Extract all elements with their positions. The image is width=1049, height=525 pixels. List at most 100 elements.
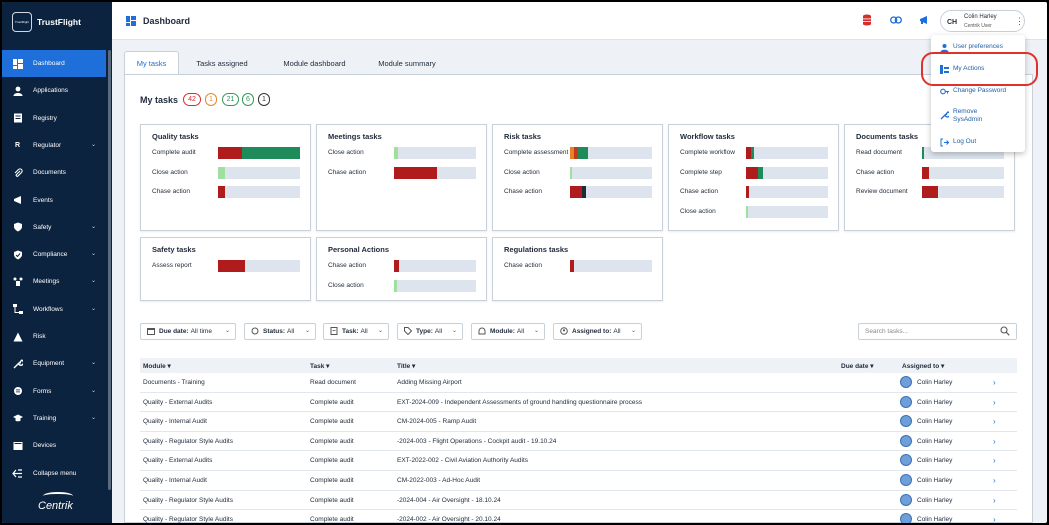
task-progress-bar[interactable] — [218, 147, 300, 159]
menu-item-my-actions[interactable]: My Actions — [931, 62, 1025, 76]
sidebar-item-documents[interactable]: Documents — [2, 159, 106, 186]
sidebar-item-workflows[interactable]: Workflows ⌄ — [2, 296, 106, 323]
column-header-task[interactable]: Task ▾ — [310, 363, 330, 370]
task-progress-bar[interactable] — [218, 186, 300, 198]
column-header-due-date[interactable]: Due date ▾ — [841, 363, 874, 370]
task-progress-bar[interactable] — [746, 166, 828, 179]
filter-task[interactable]: Task: All ⌄ — [323, 323, 389, 340]
task-row-chase-action[interactable]: Chase action — [328, 260, 478, 274]
task-progress-bar[interactable] — [570, 147, 652, 159]
task-row-close-action[interactable]: Close action — [504, 166, 654, 181]
table-row[interactable]: Quality - External Audits Complete audit E… — [140, 451, 1017, 471]
sidebar-item-meetings[interactable]: Meetings ⌄ — [2, 268, 106, 295]
task-progress-bar[interactable] — [746, 205, 828, 218]
filter-module[interactable]: Module: All ⌄ — [471, 323, 545, 340]
sidebar-item-registry[interactable]: Registry — [2, 105, 106, 132]
task-progress-bar[interactable] — [570, 166, 652, 179]
filter-assigned-to[interactable]: Assigned to: All ⌄ — [553, 323, 642, 340]
task-row-chase-action[interactable]: Chase action — [856, 166, 1006, 181]
task-row-chase-action[interactable]: Chase action — [328, 166, 478, 181]
announcements-button[interactable] — [915, 12, 932, 29]
task-progress-bar[interactable] — [570, 186, 652, 198]
table-row[interactable]: Quality - Internal Audit Complete audit CM… — [140, 412, 1017, 432]
sidebar-item-safety[interactable]: Safety ⌄ — [2, 214, 106, 241]
task-progress-bar[interactable] — [394, 279, 476, 292]
column-header-module[interactable]: Module ▾ — [143, 363, 171, 370]
sidebar-item-applications[interactable]: Applications — [2, 77, 106, 104]
task-row-chase-action[interactable]: Chase action — [504, 260, 654, 274]
sidebar-item-risk[interactable]: Risk — [2, 323, 106, 350]
search-icon[interactable] — [1000, 326, 1010, 338]
user-menu-button[interactable]: CH Colin Harley Centrik User ⋮ — [940, 10, 1025, 32]
task-row-close-action[interactable]: Close action — [680, 205, 830, 220]
table-row[interactable]: Quality - Regulator Style Audits Complete… — [140, 432, 1017, 452]
task-row-close-action[interactable]: Close action — [152, 166, 302, 181]
task-row-chase-action[interactable]: Chase action — [680, 186, 830, 200]
task-count-badge[interactable]: 42 — [183, 93, 201, 106]
task-count-badge[interactable]: 1 — [258, 93, 270, 106]
search-input[interactable]: Search tasks... — [858, 323, 1017, 340]
task-progress-bar[interactable] — [570, 260, 652, 272]
task-row-complete-assessment[interactable]: Complete assessment — [504, 147, 654, 161]
chevron-right-icon[interactable]: › — [993, 378, 996, 387]
task-count-badge[interactable]: 1 — [205, 93, 217, 106]
column-header-assigned-to[interactable]: Assigned to ▾ — [902, 363, 945, 370]
filter-due-date[interactable]: Due date: All time ⌄ — [140, 323, 236, 340]
table-row[interactable]: Quality - Internal Audit Complete audit CM… — [140, 471, 1017, 491]
logo[interactable]: TrustFlight TrustFlight — [2, 2, 112, 42]
task-row-complete-step[interactable]: Complete step — [680, 166, 830, 181]
sidebar-item-training[interactable]: Training ⌄ — [2, 405, 106, 432]
table-row[interactable]: Quality - External Audits Complete audit E… — [140, 393, 1017, 413]
task-progress-bar[interactable] — [218, 260, 300, 272]
menu-item-log-out[interactable]: Log Out — [931, 135, 1025, 149]
table-row[interactable]: Quality - Regulator Style Audits Complete… — [140, 491, 1017, 511]
filter-status[interactable]: Status: All ⌄ — [244, 323, 316, 340]
sidebar-item-regulator[interactable]: R Regulator ⌄ — [2, 132, 106, 159]
task-progress-bar[interactable] — [922, 166, 1004, 179]
task-count-badge[interactable]: 6 — [242, 93, 254, 106]
tab-module-dashboard[interactable]: Module dashboard — [283, 58, 346, 68]
menu-item-change-password[interactable]: Change Password — [931, 84, 1025, 98]
tab-module-summary[interactable]: Module summary — [378, 58, 436, 68]
column-header-title[interactable]: Title ▾ — [397, 363, 416, 370]
sidebar-item-compliance[interactable]: Compliance ⌄ — [2, 241, 106, 268]
task-row-complete-workflow[interactable]: Complete workflow — [680, 147, 830, 161]
task-progress-bar[interactable] — [394, 147, 476, 159]
chevron-right-icon[interactable]: › — [993, 476, 996, 485]
task-progress-bar[interactable] — [746, 186, 828, 198]
task-row-close-action[interactable]: Close action — [328, 279, 478, 294]
task-progress-bar[interactable] — [922, 186, 1004, 198]
task-row-close-action[interactable]: Close action — [328, 147, 478, 161]
task-progress-bar[interactable] — [746, 147, 828, 159]
task-row-chase-action[interactable]: Chase action — [504, 186, 654, 200]
link-button[interactable] — [887, 12, 904, 29]
sidebar-item-devices[interactable]: Devices — [2, 432, 106, 459]
sidebar-item-events[interactable]: Events — [2, 187, 106, 214]
sidebar-item-forms[interactable]: Forms ⌄ — [2, 378, 106, 405]
chevron-right-icon[interactable]: › — [993, 397, 996, 407]
task-progress-bar[interactable] — [394, 166, 476, 179]
task-progress-bar[interactable] — [218, 166, 300, 179]
chevron-right-icon[interactable]: › — [993, 456, 996, 466]
menu-item-remove-sysadmin[interactable]: Remove SysAdmin — [931, 106, 1025, 126]
menu-item-user-preferences[interactable]: User preferences — [931, 40, 1025, 54]
filter-type[interactable]: Type: All ⌄ — [397, 323, 463, 340]
task-row-assess-report[interactable]: Assess report — [152, 260, 302, 274]
chevron-right-icon[interactable]: › — [993, 417, 996, 427]
sidebar-item-equipment[interactable]: Equipment ⌄ — [2, 350, 106, 377]
task-progress-bar[interactable] — [394, 260, 476, 272]
chevron-right-icon[interactable]: › — [993, 495, 996, 505]
tab-tasks-assigned[interactable]: Tasks assigned — [196, 58, 248, 68]
chevron-right-icon[interactable]: › — [993, 436, 996, 446]
tab-my-tasks[interactable]: My tasks — [124, 51, 179, 75]
task-count-badge[interactable]: 21 — [222, 93, 239, 106]
chevron-right-icon[interactable]: › — [993, 515, 996, 523]
task-row-complete-audit[interactable]: Complete audit — [152, 147, 302, 161]
task-row-review-document[interactable]: Review document — [856, 186, 1006, 200]
sidebar-scrollbar[interactable] — [108, 50, 111, 490]
stack-button[interactable] — [858, 12, 875, 29]
table-row[interactable]: Documents - Training Read document Adding … — [140, 373, 1017, 393]
collapse-menu-button[interactable]: Collapse menu — [2, 460, 106, 487]
table-row[interactable]: Quality - Regulator Style Audits Complete… — [140, 510, 1017, 523]
task-row-chase-action[interactable]: Chase action — [152, 186, 302, 200]
